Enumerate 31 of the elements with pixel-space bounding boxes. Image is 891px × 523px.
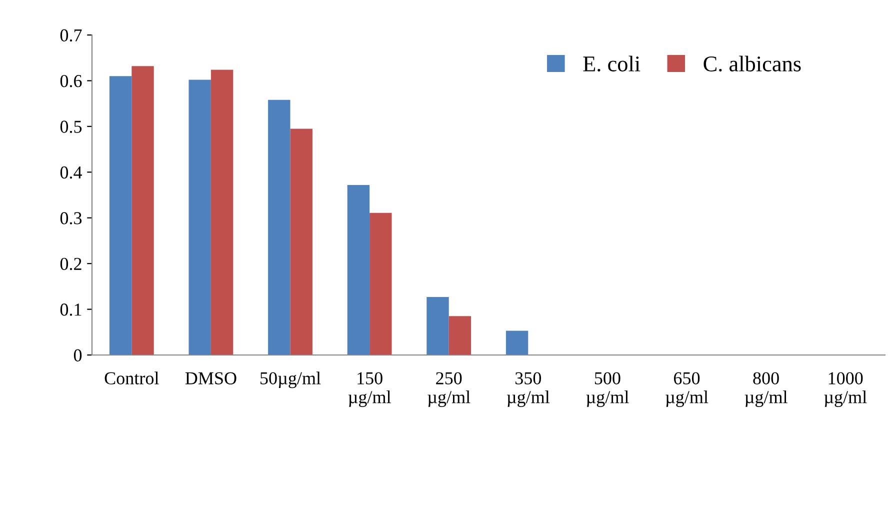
y-tick-label: 0.4 — [60, 166, 82, 179]
y-tick-label: 0.5 — [60, 120, 82, 133]
bar — [109, 76, 132, 355]
y-tick-label: 0.1 — [60, 304, 82, 316]
y-tick-label: 0.2 — [60, 258, 82, 270]
bar — [370, 212, 392, 355]
x-tick-label: 50µg/ml — [260, 372, 321, 388]
x-tick-label: 500 µg/ml — [586, 372, 629, 407]
x-tick-label: 1000 µg/ml — [824, 372, 867, 407]
bar — [347, 184, 370, 355]
bar — [132, 66, 154, 355]
y-tick-label: 0 — [74, 349, 82, 362]
x-tick-label: Control — [104, 372, 159, 384]
bar — [210, 70, 234, 355]
y-tick-label: 0.6 — [60, 74, 82, 88]
x-tick-label: 350 µg/ml — [506, 372, 550, 407]
bar — [290, 128, 312, 355]
bar — [188, 80, 211, 355]
x-tick-label: DMSO — [185, 372, 236, 384]
x-tick-label: 150 µg/ml — [348, 372, 391, 407]
y-tick-label: 0.7 — [60, 29, 82, 42]
legend-label: E. coli — [583, 56, 640, 72]
x-tick-label: 800 µg/ml — [744, 372, 788, 407]
bar — [448, 316, 472, 355]
y-tick-label: 0.3 — [60, 212, 82, 224]
bar — [506, 330, 528, 355]
legend-label: C. albicans — [704, 56, 801, 72]
x-tick-label: 250 µg/ml — [428, 372, 470, 407]
x-tick-label: 650 µg/ml — [666, 372, 708, 407]
bar — [268, 100, 290, 355]
bar — [426, 296, 449, 355]
